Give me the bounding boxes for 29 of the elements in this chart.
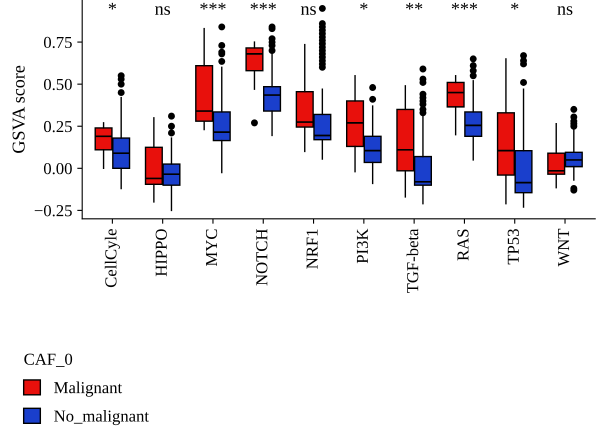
y-tick-label: 0.25 [44, 120, 72, 132]
x-tick-label: HIPPO [156, 229, 167, 276]
x-tick-label: MYC [206, 229, 218, 266]
y-axis-title: GSVA score [12, 66, 25, 153]
annotation: ns [155, 6, 170, 15]
annotation: ns [300, 6, 316, 15]
y-tick-label: 0.75 [44, 36, 72, 48]
y-tick-label: −0.25 [34, 205, 72, 216]
annotation: ** [406, 2, 422, 10]
y-tick-label: 0.50 [44, 78, 72, 90]
annotation: *** [200, 2, 226, 10]
annotation: *** [250, 2, 276, 10]
annotation: * [511, 2, 518, 10]
legend-title: CAF_0 [24, 354, 72, 367]
legend-label: No_malignant [54, 410, 149, 426]
legend-label: Malignant [54, 382, 122, 397]
x-tick-label: CellCyle [104, 229, 120, 288]
annotation: ns [557, 6, 572, 15]
x-tick-label: NRF1 [306, 230, 318, 269]
annotation: *** [452, 2, 478, 10]
y-tick-label: 0.00 [44, 163, 72, 174]
x-tick-label: NOTCH [256, 229, 268, 286]
x-tick-label: RAS [457, 230, 469, 260]
x-tick-label: PI3K [356, 228, 368, 264]
annotation: * [108, 2, 116, 10]
x-tick-label: WNT [558, 228, 570, 266]
x-tick-label: TGF-beta [406, 228, 418, 294]
x-tick-label: TP53 [508, 229, 519, 264]
annotation: * [360, 2, 368, 10]
